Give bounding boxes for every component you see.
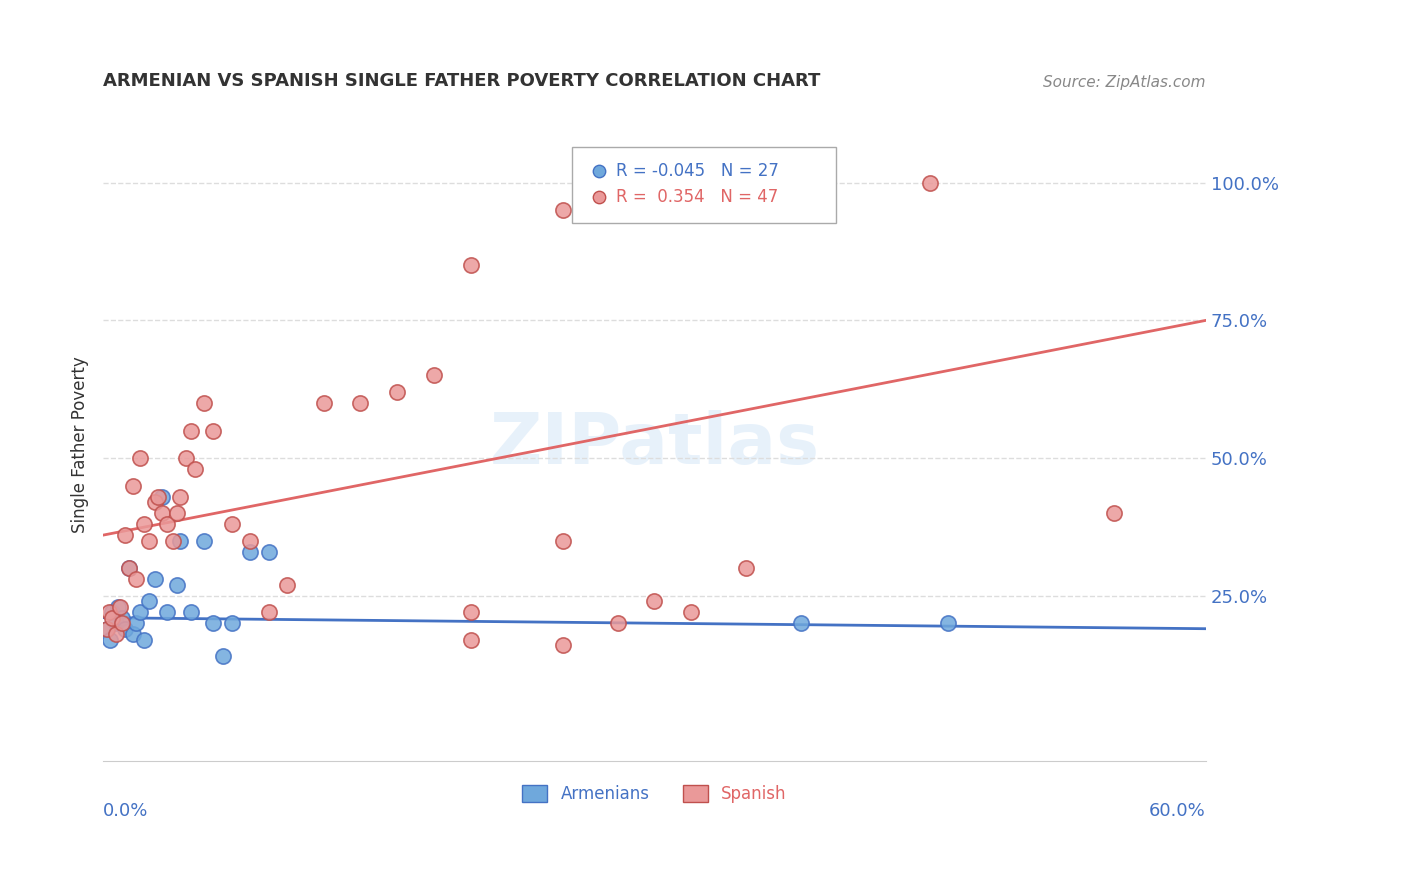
Point: [156, 605, 179, 619]
Point: [918, 176, 941, 190]
FancyBboxPatch shape: [572, 146, 837, 223]
Point: [101, 610, 124, 624]
Point: [606, 616, 628, 631]
Point: [156, 517, 179, 532]
Point: [257, 605, 280, 619]
Text: ARMENIAN VS SPANISH SINGLE FATHER POVERTY CORRELATION CHART: ARMENIAN VS SPANISH SINGLE FATHER POVERT…: [103, 71, 821, 90]
Point: [460, 605, 482, 619]
Point: [132, 632, 155, 647]
Point: [114, 622, 136, 636]
Point: [551, 203, 574, 218]
Point: [460, 632, 482, 647]
Point: [790, 616, 813, 631]
Point: [125, 572, 148, 586]
Point: [202, 616, 225, 631]
Point: [128, 605, 150, 619]
Point: [97, 605, 120, 619]
Point: [174, 451, 197, 466]
Point: [918, 236, 941, 251]
Point: [735, 561, 758, 575]
Point: [96, 622, 118, 636]
Point: [100, 632, 122, 647]
Point: [312, 396, 335, 410]
Point: [121, 478, 143, 492]
Point: [754, 176, 776, 190]
Point: [385, 384, 408, 399]
Point: [162, 533, 184, 548]
Point: [166, 506, 188, 520]
Point: [104, 627, 127, 641]
Point: [169, 533, 191, 548]
Point: [128, 451, 150, 466]
Point: [150, 506, 173, 520]
Point: [276, 577, 298, 591]
Point: [221, 616, 243, 631]
Point: [239, 533, 262, 548]
Text: R = -0.045   N = 27: R = -0.045 N = 27: [616, 161, 779, 180]
Point: [193, 396, 215, 410]
Point: [180, 605, 202, 619]
Y-axis label: Single Father Poverty: Single Father Poverty: [72, 356, 89, 533]
Point: [107, 599, 129, 614]
Point: [257, 544, 280, 558]
Point: [143, 495, 166, 509]
Legend: Armenians, Spanish: Armenians, Spanish: [516, 778, 793, 809]
Point: [148, 490, 170, 504]
Text: R =  0.354   N = 47: R = 0.354 N = 47: [616, 188, 778, 206]
Text: 0.0%: 0.0%: [103, 802, 149, 820]
Point: [918, 213, 941, 227]
Point: [221, 517, 243, 532]
Point: [202, 424, 225, 438]
Point: [239, 544, 262, 558]
Point: [180, 424, 202, 438]
Point: [193, 533, 215, 548]
Point: [551, 533, 574, 548]
Point: [114, 528, 136, 542]
Point: [138, 533, 160, 548]
Text: 60.0%: 60.0%: [1149, 802, 1206, 820]
Point: [132, 517, 155, 532]
Point: [121, 627, 143, 641]
Point: [938, 616, 960, 631]
Point: [104, 616, 127, 631]
Point: [184, 462, 207, 476]
Point: [138, 594, 160, 608]
Point: [166, 577, 188, 591]
Point: [143, 572, 166, 586]
Text: ZIPatlas: ZIPatlas: [489, 409, 820, 479]
Point: [211, 649, 233, 664]
Point: [551, 638, 574, 652]
Point: [349, 396, 371, 410]
Point: [423, 368, 446, 383]
Point: [96, 622, 118, 636]
Text: Source: ZipAtlas.com: Source: ZipAtlas.com: [1043, 75, 1206, 90]
Point: [169, 490, 191, 504]
Point: [110, 616, 132, 631]
Point: [118, 561, 141, 575]
Point: [108, 599, 131, 614]
Point: [681, 605, 703, 619]
Point: [1102, 506, 1125, 520]
Point: [110, 610, 132, 624]
Point: [150, 490, 173, 504]
Point: [118, 561, 141, 575]
Point: [643, 594, 665, 608]
Point: [460, 258, 482, 272]
Point: [101, 605, 124, 619]
Point: [125, 616, 148, 631]
Point: [643, 186, 665, 201]
